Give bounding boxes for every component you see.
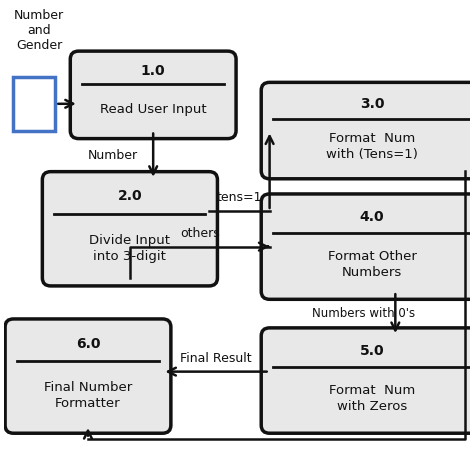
Text: Format  Num
with (Tens=1): Format Num with (Tens=1) [326,132,418,161]
FancyBboxPatch shape [261,194,474,299]
FancyBboxPatch shape [261,82,474,179]
Text: Number
and
Gender: Number and Gender [14,9,64,53]
Text: 1.0: 1.0 [141,64,165,78]
Text: Read User Input: Read User Input [100,103,207,116]
Text: 5.0: 5.0 [360,344,384,358]
Text: Final Result: Final Result [180,352,252,365]
Text: Format Other
Numbers: Format Other Numbers [328,250,417,279]
FancyBboxPatch shape [42,172,218,286]
Text: 3.0: 3.0 [360,97,384,111]
Text: tens=1: tens=1 [217,191,262,204]
Bar [13,77,55,130]
Text: Final Number
Formatter: Final Number Formatter [44,381,132,410]
Text: Number: Number [88,149,138,162]
Text: others: others [180,227,219,240]
Text: Numbers with 0's: Numbers with 0's [311,307,415,320]
Text: 6.0: 6.0 [76,337,100,351]
FancyBboxPatch shape [5,319,171,433]
Text: Format  Num
with Zeros: Format Num with Zeros [329,384,415,413]
FancyBboxPatch shape [261,328,474,433]
Text: 4.0: 4.0 [360,210,384,224]
Text: 2.0: 2.0 [118,190,142,203]
FancyBboxPatch shape [70,51,236,138]
Text: Divide Input
into 3-digit: Divide Input into 3-digit [90,234,170,263]
